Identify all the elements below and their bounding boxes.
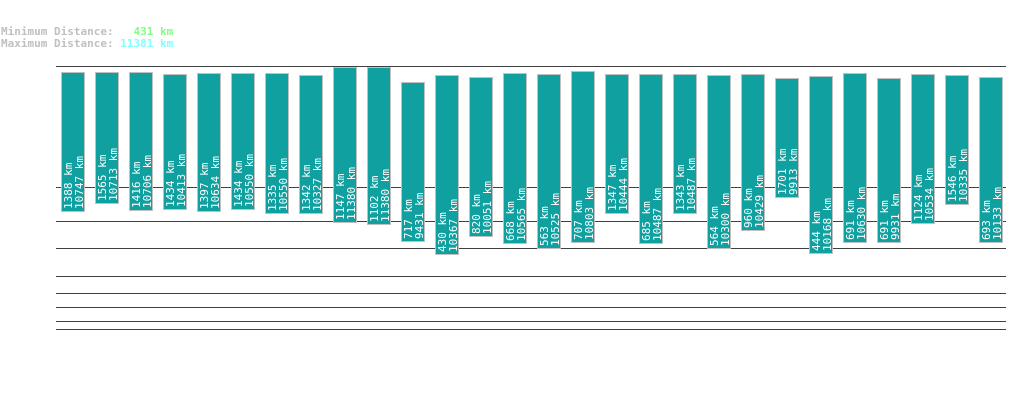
- max-label: 10300 km: [719, 193, 732, 246]
- distance-bar: 1701 km 9913 km: [775, 78, 800, 198]
- max-label: 10534 km: [923, 167, 936, 221]
- max-label: 10327 km: [311, 158, 324, 212]
- grid-line: [56, 329, 1006, 330]
- distance-bar: 1124 km 10534 km: [911, 73, 936, 224]
- max-label: 10634 km: [209, 155, 222, 209]
- max-label: 11380 km: [345, 166, 358, 220]
- distance-bar: 1147 km 11380 km: [333, 67, 358, 223]
- grid-line: [56, 321, 1006, 322]
- min-distance-value: 431 km: [133, 25, 174, 38]
- distance-bar: 1335 km 10550 km: [265, 73, 290, 215]
- max-label: 10713 km: [107, 148, 120, 202]
- grid-line: [56, 276, 1006, 277]
- max-label: 10565 km: [515, 188, 528, 242]
- max-label: 10051 km: [481, 181, 494, 235]
- distance-bar: 1343 km 10487 km: [673, 73, 698, 215]
- distance-bar: 1102 km 11380 km: [367, 67, 392, 225]
- max-distance-label: Maximum Distance:: [1, 37, 114, 50]
- distance-bar: 685 km 10487 km: [639, 73, 664, 244]
- distance-bar: 668 km 10565 km: [503, 73, 528, 245]
- distance-bar: 1434 km 10550 km: [231, 73, 256, 210]
- distance-bar: 1416 km 10706 km: [129, 72, 154, 211]
- distance-bar: 960 km 10429 km: [741, 74, 766, 232]
- max-label: 10630 km: [855, 187, 868, 241]
- distance-bar: 563 km 10525 km: [537, 73, 562, 250]
- grid-line: [56, 293, 1006, 294]
- distance-bar: 1434 km 10413 km: [163, 74, 188, 210]
- grid-line: [56, 66, 1006, 67]
- max-label: 9431 km: [413, 192, 426, 240]
- max-distance-value: 11381 km: [120, 37, 174, 50]
- max-label: 10550 km: [277, 158, 290, 212]
- max-label: 9931 km: [889, 193, 902, 241]
- min-distance-label: Minimum Distance:: [1, 25, 114, 38]
- distance-bar: 707 km 10803 km: [571, 71, 596, 243]
- max-label: 11380 km: [379, 168, 392, 222]
- distance-bar: 564 km 10300 km: [707, 75, 732, 249]
- grid-line: [56, 221, 1006, 222]
- max-label: 10803 km: [583, 186, 596, 240]
- max-label: 10429 km: [753, 175, 766, 229]
- max-label: 10550 km: [243, 153, 256, 207]
- max-label: 10525 km: [549, 193, 562, 247]
- max-label: 10747 km: [73, 156, 86, 210]
- max-label: 10168 km: [821, 198, 834, 252]
- max-label: 10367 km: [447, 199, 460, 252]
- grid-line: [56, 248, 1006, 249]
- distance-bar: 693 km 10133 km: [979, 76, 1004, 244]
- distance-bar: 691 km 9931 km: [877, 78, 902, 244]
- grid-line: [56, 187, 1006, 188]
- max-label: 9913 km: [787, 148, 800, 195]
- max-label: 10413 km: [175, 153, 188, 207]
- grid-line: [56, 307, 1006, 308]
- distance-bar: 1388 km 10747 km: [61, 71, 86, 213]
- max-label: 10487 km: [685, 158, 698, 212]
- distance-bar: 1342 km 10327 km: [299, 75, 324, 215]
- distance-bar: 820 km 10051 km: [469, 77, 494, 238]
- distance-bar: 1347 km 10444 km: [605, 74, 630, 214]
- distance-bar: 1397 km 10634 km: [197, 72, 222, 212]
- max-label: 10335 km: [957, 148, 970, 202]
- max-label: 10133 km: [991, 187, 1004, 241]
- max-label: 10706 km: [141, 154, 154, 208]
- distance-bar: 691 km 10630 km: [843, 72, 868, 244]
- distance-bar: 430 km 10367 km: [435, 74, 460, 255]
- distance-bar: 1546 km 10335 km: [945, 75, 970, 205]
- max-label: 10444 km: [617, 157, 630, 211]
- distance-bar: 444 km 10168 km: [809, 76, 834, 255]
- distance-bar: 1565 km 10713 km: [95, 72, 120, 205]
- distance-bar: 717 km 9431 km: [401, 82, 426, 243]
- max-distance-row: Maximum Distance: 11381 km: [1, 38, 173, 50]
- min-distance-row: Minimum Distance: 431 km: [1, 26, 173, 38]
- max-label: 10487 km: [651, 187, 664, 241]
